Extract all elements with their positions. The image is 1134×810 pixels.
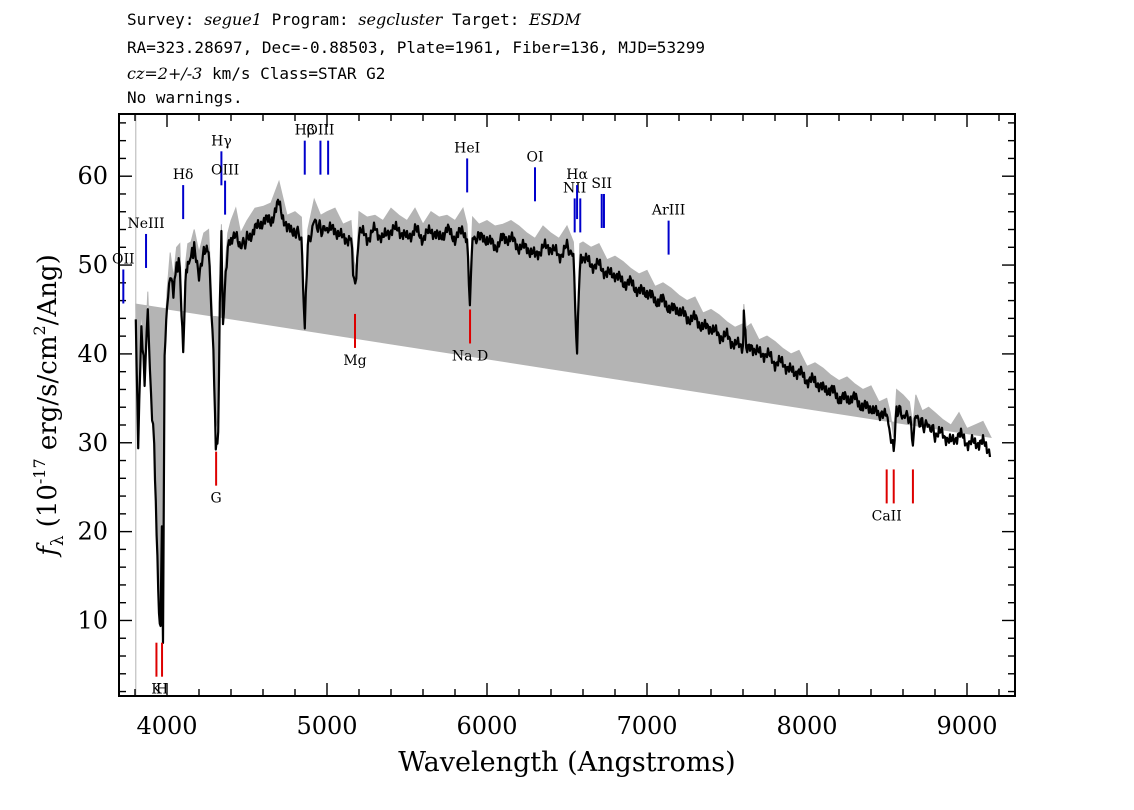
line-label: Hα	[566, 167, 588, 183]
redshift-value: cz=2+/-3	[127, 64, 203, 83]
y-tick-label: 60	[77, 162, 108, 190]
plot-frame	[118, 113, 1016, 697]
line-label: G	[211, 491, 222, 507]
plot-area	[134, 114, 992, 696]
line-label: CaII	[872, 508, 902, 524]
x-tick-label: 8000	[776, 712, 837, 740]
x-axis-label: Wavelength (Angstroms)	[398, 747, 735, 778]
target-label: Target:	[442, 10, 530, 29]
y-tick-label: 30	[77, 429, 108, 457]
header-line-4: No warnings.	[127, 88, 243, 107]
y-tick-label: 20	[77, 518, 108, 546]
header-line-2: RA=323.28697, Dec=-0.88503, Plate=1961, …	[127, 38, 705, 57]
y-axis-units-prefix: (10	[33, 484, 63, 527]
line-label: SII	[591, 176, 612, 192]
x-tick-label: 6000	[456, 712, 517, 740]
line-label: H	[156, 682, 168, 698]
y-axis-subscript: λ	[48, 535, 68, 546]
header-line-1: Survey: segue1 Program: segcluster Targe…	[127, 10, 581, 30]
y-tick-label: 10	[77, 606, 108, 634]
line-label: NeIII	[127, 216, 164, 232]
program-label: Program:	[261, 10, 359, 29]
x-tick-label: 9000	[936, 712, 997, 740]
x-tick-label: 4000	[136, 712, 197, 740]
y-axis-label: fλ(10-17 erg/s/cm2/Ang)	[30, 254, 68, 557]
line-label: ArIII	[651, 203, 685, 219]
line-label: K	[151, 682, 162, 698]
y-tick-label: 50	[77, 251, 108, 279]
target-value: ESDM	[529, 10, 581, 29]
line-label: Hβ	[295, 123, 315, 139]
line-label: Mg	[343, 353, 366, 369]
line-label: NII	[563, 180, 586, 196]
axis-ticks: 4000 5000 6000 7000 8000 9000 10 20 30 40 50 60	[77, 114, 1015, 740]
program-value: segcluster	[358, 10, 443, 29]
line-annotations: OIINeIIIHδHγOIIIHβOIIIHeIOINIIHαSIIArIII…	[112, 123, 914, 698]
line-label: Hδ	[173, 167, 194, 183]
error-band	[135, 179, 992, 617]
x-tick-label: 5000	[296, 712, 357, 740]
y-axis-exponent: -17	[30, 458, 49, 484]
x-tick-label: 7000	[616, 712, 677, 740]
line-label: Na D	[452, 348, 488, 364]
line-label: OI	[526, 149, 543, 165]
line-label: Hγ	[211, 133, 232, 149]
survey-label: Survey:	[127, 10, 205, 29]
header-line-3: cz=2+/-3 km/s Class=STAR G2	[127, 64, 385, 84]
line-label: OIII	[306, 123, 334, 139]
survey-value: segue1	[204, 10, 262, 29]
line-label: OIII	[211, 163, 239, 179]
line-label: OII	[112, 251, 135, 267]
flux-line	[134, 198, 992, 645]
y-axis-exponent-2: 2	[30, 325, 49, 335]
y-tick-label: 40	[77, 340, 108, 368]
y-axis-units-suffix: /Ang)	[33, 254, 63, 325]
y-axis-units-mid: erg/s/cm	[33, 336, 63, 459]
line-label: HeI	[454, 140, 480, 156]
class-value: km/s Class=STAR G2	[202, 64, 386, 83]
